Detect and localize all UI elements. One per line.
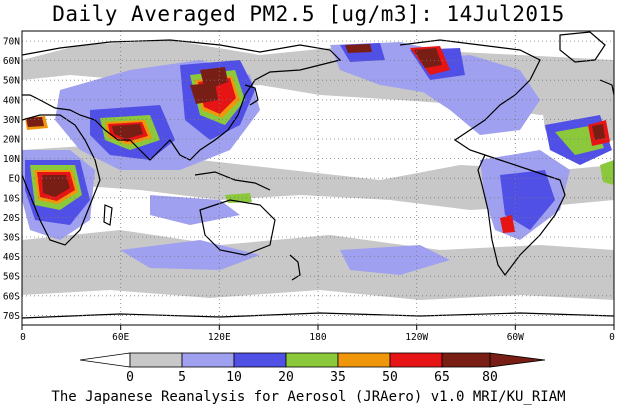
colorbar-label: 20 bbox=[278, 370, 294, 385]
colorbar-label: 0 bbox=[126, 370, 134, 385]
lightblue-s-pacific bbox=[120, 240, 260, 270]
lat-tick-label: 40S bbox=[3, 252, 20, 263]
coast-s-america bbox=[477, 154, 566, 277]
colorbar-seg-0 bbox=[79, 352, 131, 368]
lat-tick-label: 10S bbox=[3, 193, 20, 204]
lat-tick-label: 40N bbox=[3, 95, 20, 106]
lat-tick-label: EQ bbox=[9, 174, 21, 185]
lat-tick-label: 50N bbox=[3, 76, 20, 87]
lat-tick-label: 70S bbox=[3, 311, 20, 322]
lat-tick-label: 50S bbox=[3, 272, 20, 283]
lightblue-indian bbox=[150, 195, 240, 225]
lon-tick-label: 0 bbox=[609, 332, 615, 343]
lon-tick-label: 120W bbox=[405, 332, 428, 343]
colorbar-label: 10 bbox=[226, 370, 242, 385]
lon-tick-label: 120E bbox=[208, 332, 231, 343]
darkred-africa bbox=[42, 175, 70, 197]
green-west-africa bbox=[600, 160, 614, 185]
coast-indonesia bbox=[194, 171, 271, 191]
colorbar-label: 5 bbox=[178, 370, 186, 385]
lon-tick-label: 180 bbox=[309, 332, 326, 343]
colorbar-seg-3 bbox=[233, 352, 287, 368]
colorbar: 0 5 10 20 35 50 65 80 bbox=[79, 352, 546, 385]
map-title: Daily Averaged PM2.5 [ug/m3]: 14Jul2015 bbox=[52, 2, 565, 26]
lon-axis: 0 60E 120E 180 120W 60W 0 bbox=[20, 325, 615, 343]
lat-tick-label: 30S bbox=[3, 233, 20, 244]
coast-antarctica bbox=[22, 312, 614, 319]
colorbar-seg-6 bbox=[389, 352, 443, 368]
blue-s-america bbox=[500, 170, 555, 230]
lon-tick-label: 0 bbox=[20, 332, 26, 343]
darkred-south-asia bbox=[112, 124, 143, 139]
colorbar-label: 80 bbox=[482, 370, 498, 385]
lightblue-s-atlantic bbox=[340, 245, 450, 275]
gridlines bbox=[22, 31, 614, 325]
lat-tick-label: 20N bbox=[3, 135, 20, 146]
coast-australia bbox=[199, 199, 276, 256]
coast-europe-west bbox=[599, 79, 614, 96]
coast-japan bbox=[244, 84, 259, 106]
colorbar-label: 65 bbox=[434, 370, 450, 385]
darkred-siberia-east bbox=[345, 44, 372, 53]
colorbar-label: 50 bbox=[382, 370, 398, 385]
coast-nz bbox=[289, 254, 301, 281]
darkred-atlantic bbox=[592, 124, 605, 140]
coast-madagascar bbox=[103, 204, 113, 226]
lat-tick-label: 60N bbox=[3, 56, 20, 67]
lon-tick-label: 60E bbox=[112, 332, 129, 343]
colorbar-seg-end bbox=[489, 352, 546, 368]
coast-eurasia bbox=[22, 39, 342, 161]
lat-tick-label: 10N bbox=[3, 154, 20, 165]
coast-africa bbox=[22, 114, 101, 246]
lat-axis: 70N 60N 50N 40N 30N 20N 10N EQ 10S 20S 3… bbox=[3, 37, 20, 322]
coast-greenland bbox=[559, 31, 606, 63]
lat-tick-label: 60S bbox=[3, 291, 20, 302]
colorbar-seg-5 bbox=[337, 352, 391, 368]
darkred-east-asia bbox=[190, 83, 218, 104]
lat-tick-label: 70N bbox=[3, 37, 20, 48]
colorbar-label: 35 bbox=[330, 370, 346, 385]
colorbar-seg-4 bbox=[285, 352, 339, 368]
lat-tick-label: 20S bbox=[3, 213, 20, 224]
colorbar-seg-7 bbox=[441, 352, 491, 368]
darkred-n-america bbox=[414, 48, 442, 68]
red-s-america-south bbox=[500, 215, 515, 233]
concentration-shading bbox=[22, 31, 614, 319]
colorbar-seg-2 bbox=[181, 352, 235, 368]
lat-tick-label: 30N bbox=[3, 115, 20, 126]
credit-line: The Japanese Reanalysis for Aerosol (JRA… bbox=[51, 389, 566, 405]
colorbar-seg-1 bbox=[129, 352, 183, 368]
lon-tick-label: 60W bbox=[507, 332, 524, 343]
